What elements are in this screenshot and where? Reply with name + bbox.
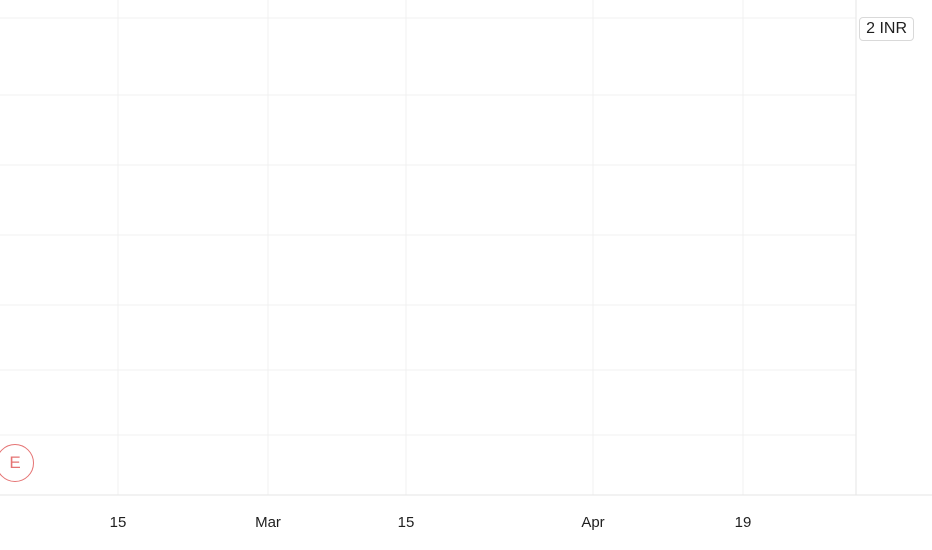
time-axis[interactable]: 15 Mar 15 Apr 19	[110, 514, 752, 531]
currency-label: INR	[879, 20, 907, 37]
time-axis-tick: Apr	[581, 514, 604, 531]
currency-prefix: 2	[866, 20, 875, 37]
time-axis-tick: Mar	[255, 514, 281, 531]
time-axis-tick: 15	[398, 514, 415, 531]
currency-selector[interactable]: 2 INR	[859, 17, 914, 41]
time-axis-tick: 19	[735, 514, 752, 531]
grid-lines	[0, 0, 856, 495]
time-axis-tick: 15	[110, 514, 127, 531]
earnings-event-icon[interactable]: E	[0, 444, 34, 482]
